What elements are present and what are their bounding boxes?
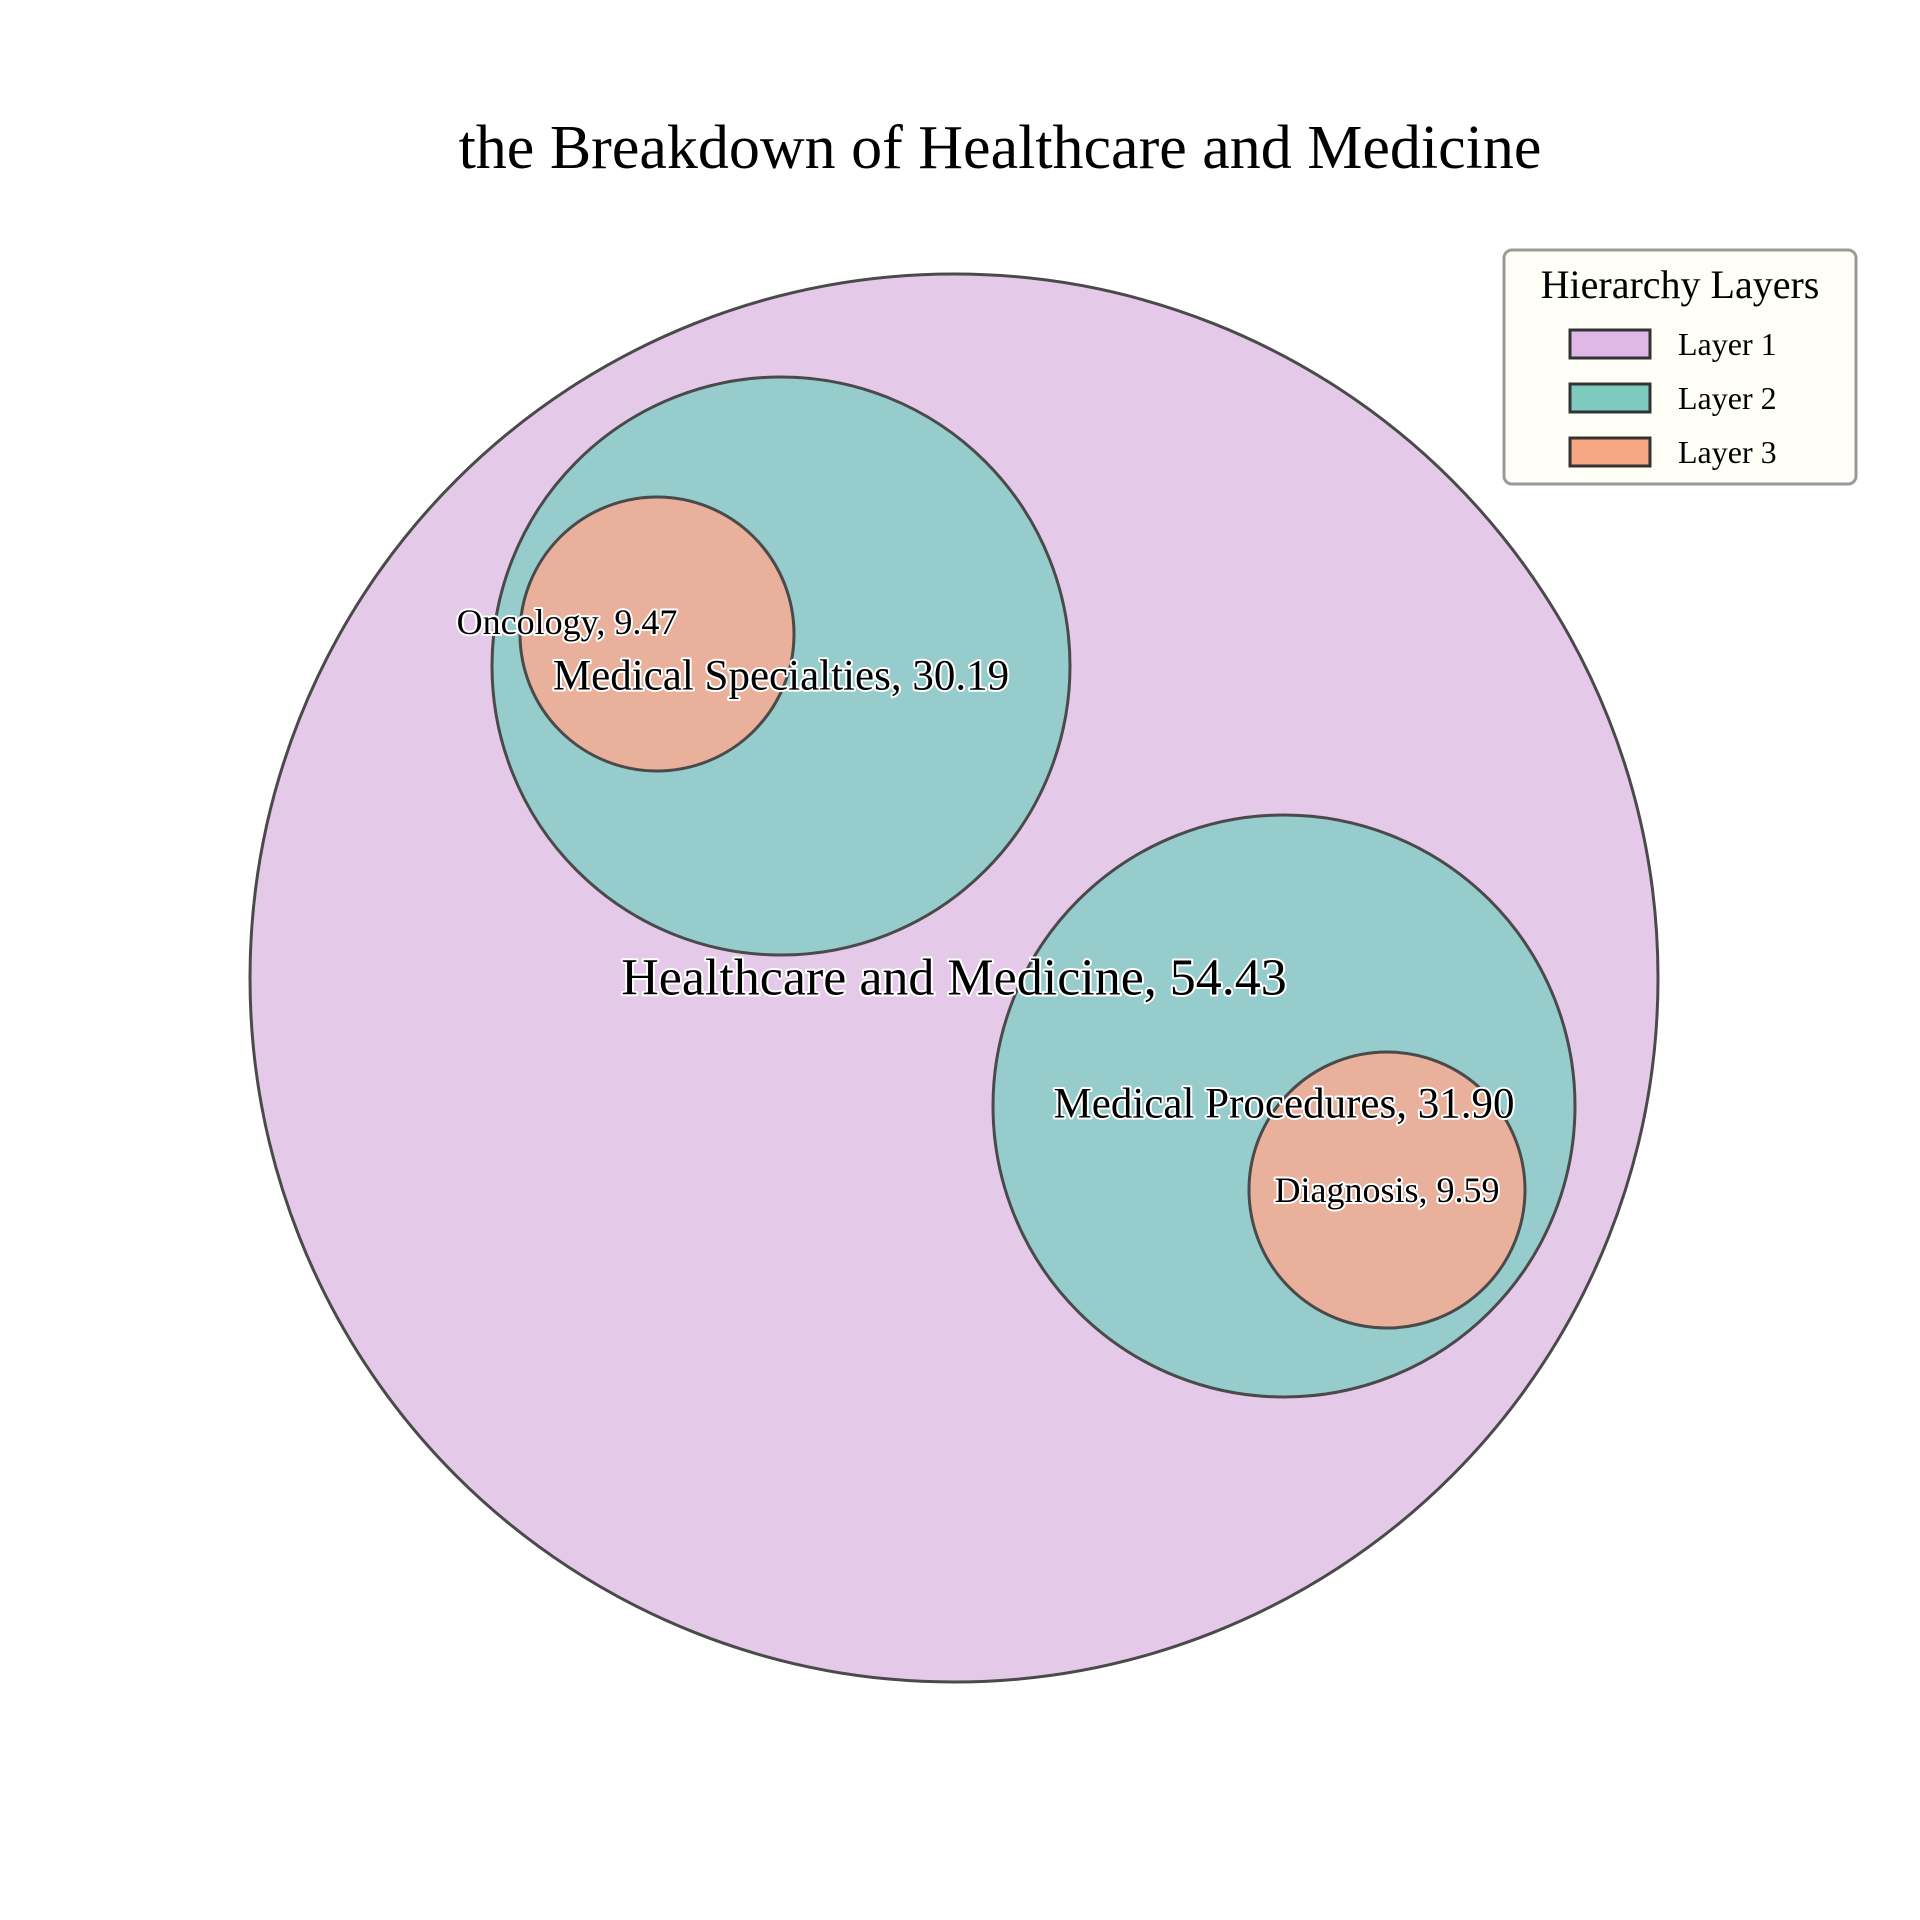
legend-box xyxy=(1502,248,1858,486)
label-medical-procedures: Medical Procedures, 31.90 xyxy=(1054,1081,1515,1128)
bubble-oncology xyxy=(518,495,796,773)
legend-swatch-layer-1 xyxy=(1568,328,1652,360)
legend-swatch-layer-3 xyxy=(1568,436,1652,468)
label-oncology: Oncology, 9.47 xyxy=(457,602,678,642)
label-diagnosis: Diagnosis, 9.59 xyxy=(1275,1170,1500,1210)
legend-label-layer-1: Layer 1 xyxy=(1678,326,1777,362)
label-healthcare-and-medicine: Healthcare and Medicine, 54.43 xyxy=(621,950,1287,1007)
legend-swatch-layer-2 xyxy=(1568,382,1652,414)
legend-items: Layer 1 Layer 2 Layer 3 xyxy=(1568,326,1777,470)
legend-title: Hierarchy Layers xyxy=(1541,262,1820,307)
bubble-labels-group: Healthcare and Medicine, 54.43 Medical Sp… xyxy=(455,600,1517,1212)
legend: Hierarchy Layers Layer 1 Layer 2 Layer 3 xyxy=(1502,248,1858,486)
bubbles-group xyxy=(248,272,1660,1684)
chart-title: the Breakdown of Healthcare and Medicine xyxy=(459,114,1542,182)
bubble-diagnosis xyxy=(1247,1050,1527,1330)
legend-label-layer-2: Layer 2 xyxy=(1678,380,1777,416)
legend-label-layer-3: Layer 3 xyxy=(1678,434,1777,470)
label-medical-specialties: Medical Specialties, 30.19 xyxy=(553,653,1009,700)
